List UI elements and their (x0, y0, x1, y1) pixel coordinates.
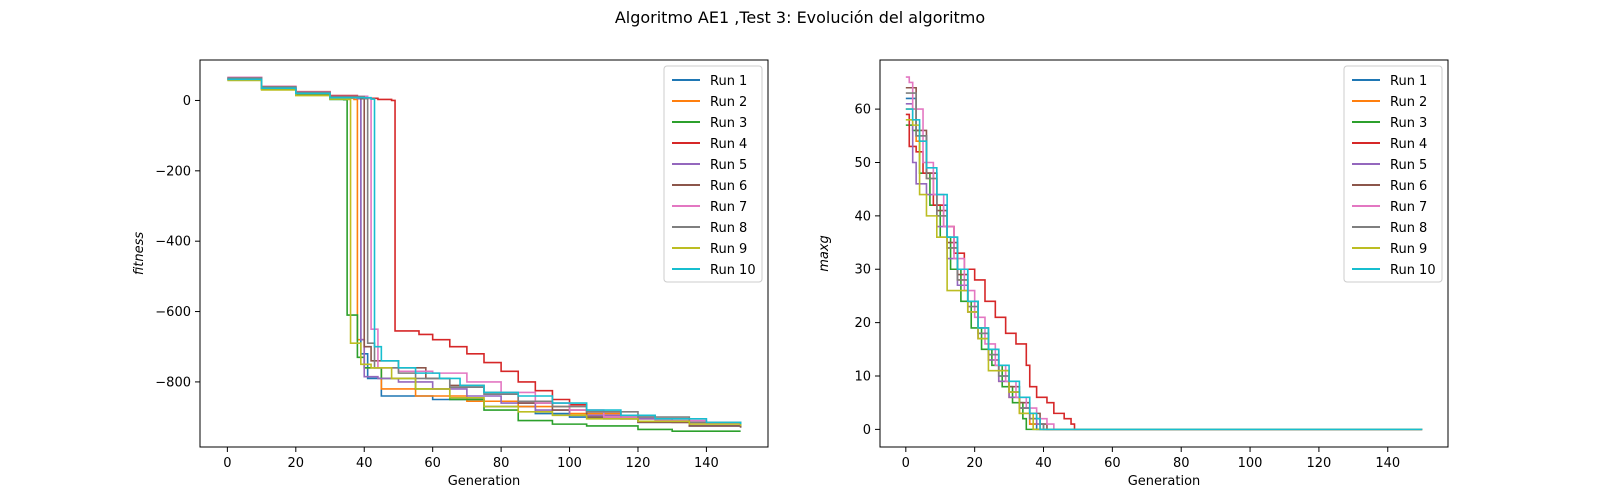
maxg-axes-frame (879, 59, 1449, 448)
maxg-legend-label-run-10: Run 10 (1390, 263, 1436, 278)
fitness-legend-label-run-8: Run 8 (710, 221, 747, 236)
fitness-legend-label-run-9: Run 9 (710, 242, 747, 257)
maxg-legend-label-run-8: Run 8 (1390, 221, 1427, 236)
maxg-legend-label-run-1: Run 1 (1390, 74, 1427, 89)
fitness-legend-label-run-4: Run 4 (710, 137, 747, 152)
maxg-x-tick-label: 40 (1035, 456, 1052, 471)
fitness-legend-label-run-6: Run 6 (710, 179, 747, 194)
fitness-legend-label-run-10: Run 10 (710, 263, 756, 278)
maxg-x-tick-label: 20 (966, 456, 983, 471)
fitness-y-axis-label: fitness (132, 232, 147, 276)
fitness-series-line-run-10 (227, 78, 742, 425)
maxg-legend: Run 1 Run 2 Run 3 Run 4 Run 5 Run 6 Run 7 Run 8… (1343, 65, 1443, 283)
maxg-legend-label-run-9: Run 9 (1390, 242, 1427, 257)
fitness-legend-label-run-7: Run 7 (710, 200, 747, 215)
maxg-y-tick-label: 50 (854, 156, 871, 171)
maxg-y-tick-label: 40 (854, 209, 871, 224)
fitness-x-tick-label: 60 (424, 456, 441, 471)
maxg-legend-label-run-4: Run 4 (1390, 137, 1427, 152)
fitness-legend-label-run-3: Run 3 (710, 116, 747, 131)
fitness-y-tick-label: −600 (155, 305, 191, 320)
maxg-x-tick-label: 80 (1173, 456, 1190, 471)
fitness-y-tick-label: −400 (155, 235, 191, 250)
maxg-series-line-run-10 (905, 108, 1423, 431)
maxg-series-line-run-9 (905, 118, 1423, 431)
maxg-y-tick-label: 0 (863, 423, 871, 438)
fitness-x-tick-label: 40 (356, 456, 373, 471)
fitness-series-group (227, 76, 742, 432)
fitness-axes-frame (199, 59, 769, 448)
maxg-x-tick-label: 140 (1375, 456, 1400, 471)
maxg-x-tick-label: 120 (1306, 456, 1331, 471)
maxg-legend-label-run-5: Run 5 (1390, 158, 1427, 173)
fitness-y-tick-label: 0 (183, 94, 191, 109)
fitness-x-tick-label: 140 (694, 456, 719, 471)
fitness-x-tick-label: 20 (288, 456, 305, 471)
fitness-y-tick-label: −200 (155, 164, 191, 179)
maxg-legend-label-run-2: Run 2 (1390, 95, 1427, 110)
fitness-x-tick-label: 0 (223, 456, 231, 471)
maxg-series-group (905, 76, 1423, 431)
maxg-x-tick-label: 0 (902, 456, 910, 471)
figure-title: Algoritmo AE1 ,Test 3: Evolución del alg… (615, 8, 985, 27)
fitness-x-tick-label: 120 (626, 456, 651, 471)
fitness-series-line-run-9 (227, 79, 742, 426)
maxg-x-tick-label: 100 (1238, 456, 1263, 471)
fitness-y-tick-label: −800 (155, 375, 191, 390)
maxg-y-tick-label: 10 (854, 370, 871, 385)
maxg-series-line-run-8 (905, 92, 1423, 431)
maxg-legend-label-run-6: Run 6 (1390, 179, 1427, 194)
fitness-chart: 0 20 40 60 80 100 120 140 0 −200 −400 −600 −800 Gener… (132, 59, 769, 489)
maxg-y-tick-label: 20 (854, 316, 871, 331)
maxg-x-axis-label: Generation (1128, 474, 1201, 489)
maxg-y-axis-label: maxg (817, 235, 832, 272)
maxg-legend-label-run-7: Run 7 (1390, 200, 1427, 215)
maxg-y-tick-label: 60 (854, 103, 871, 118)
fitness-legend-label-run-5: Run 5 (710, 158, 747, 173)
fitness-x-tick-label: 80 (493, 456, 510, 471)
fitness-legend: Run 1 Run 2 Run 3 Run 4 Run 5 Run 6 Run 7 Run 8… (663, 65, 763, 283)
maxg-x-tick-label: 60 (1104, 456, 1121, 471)
maxg-y-tick-label: 30 (854, 263, 871, 278)
maxg-legend-label-run-3: Run 3 (1390, 116, 1427, 131)
fitness-legend-label-run-1: Run 1 (710, 74, 747, 89)
fitness-x-tick-label: 100 (557, 456, 582, 471)
fitness-legend-label-run-2: Run 2 (710, 95, 747, 110)
maxg-chart: 0 20 40 60 80 100 120 140 0 10 20 30 40 50 60 Generatio… (817, 59, 1449, 489)
fitness-x-axis-label: Generation (448, 474, 521, 489)
